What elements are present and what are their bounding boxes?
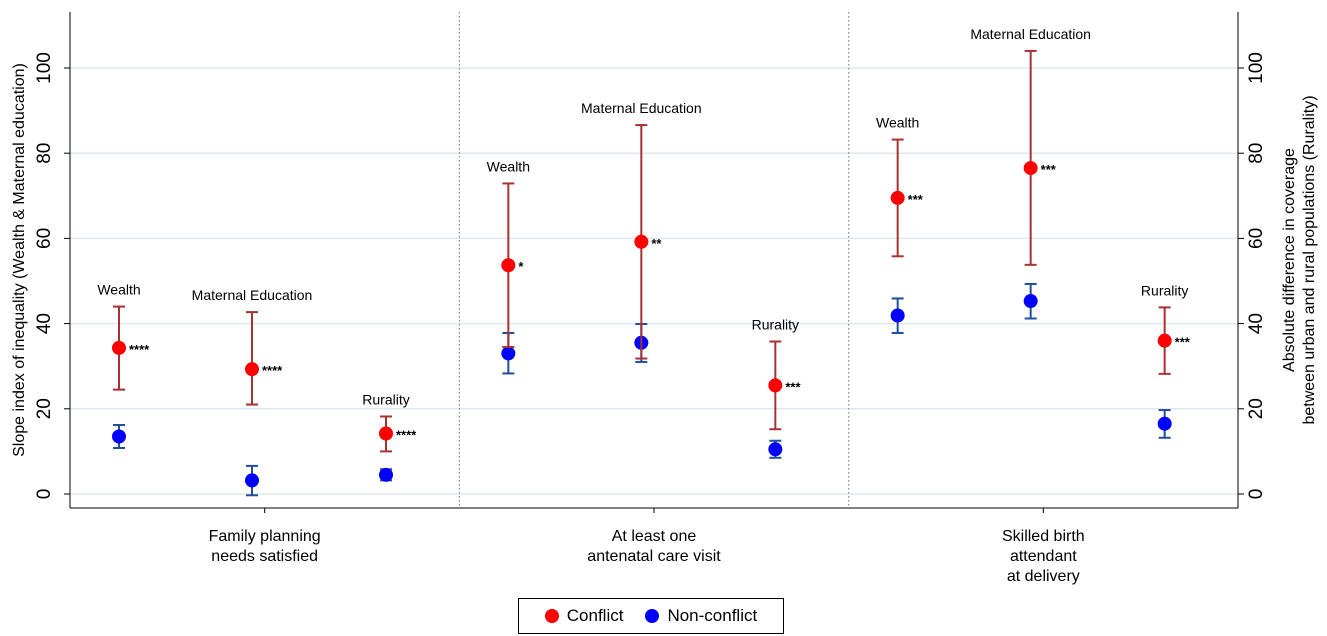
legend-item-non-conflict: Non-conflict [645,606,757,626]
significance-label: *** [1175,335,1191,350]
significance-label: **** [129,342,150,357]
y-tick-label-left: 0 [34,489,55,500]
conflict-point [1023,161,1038,176]
y-tick-label-right: 20 [1246,398,1267,419]
indicator-label: Maternal Education [970,26,1091,42]
y-tick-label-right: 60 [1246,228,1267,249]
significance-label: ** [651,236,662,251]
y-tick-label-right: 100 [1246,52,1267,84]
non-conflict-point [1023,294,1038,309]
indicator-label: Wealth [487,158,530,174]
y-tick-label-left: 40 [34,313,55,334]
y-tick-label-left: 60 [34,228,55,249]
non-conflict-point [112,429,126,444]
significance-label: * [518,259,524,274]
conflict-point [245,362,259,377]
indicator-label: Rurality [1141,282,1188,298]
x-category-label: Skilled birth [1002,528,1085,545]
indicator-label: Wealth [97,282,140,298]
y-axis-title-left: Slope index of inequality (Wealth & Mate… [11,63,28,457]
y-tick-label-right: 0 [1246,489,1267,500]
legend-marker-conflict [544,609,559,623]
legend-item-conflict: Conflict [544,606,624,626]
conflict-point [379,426,393,441]
y-tick-label-right: 80 [1246,143,1267,164]
non-conflict-point [245,473,259,488]
x-category-label: At least one [612,528,697,545]
conflict-point [112,340,126,355]
y-axis-title-right-line2: between urban and rural populations (Rur… [1301,95,1318,424]
conflict-point [1157,333,1172,348]
indicator-label: Maternal Education [581,100,702,116]
significance-label: **** [396,428,417,443]
indicator-label: Rurality [362,391,409,407]
x-category-label: at delivery [1007,568,1080,585]
conflict-point [634,234,649,249]
legend-marker-non-conflict [645,609,660,623]
x-category-label: Family planning [209,528,321,545]
indicator-label: Maternal Education [192,287,313,303]
significance-label: *** [1041,162,1057,177]
non-conflict-point [501,346,516,361]
non-conflict-point [890,308,905,323]
conflict-point [501,258,516,273]
x-category-label: antenatal care visit [587,548,721,565]
y-tick-label-right: 40 [1246,313,1267,334]
significance-label: *** [785,379,801,394]
significance-label: **** [262,363,283,378]
x-category-label: needs satisfied [211,548,318,565]
y-tick-label-left: 100 [34,52,55,84]
legend: Conflict Non-conflict [518,598,784,634]
non-conflict-point [379,467,393,482]
conflict-point [890,190,905,205]
y-tick-label-left: 80 [34,143,55,164]
y-tick-label-left: 20 [34,398,55,419]
legend-label-non-conflict: Non-conflict [667,606,758,625]
non-conflict-point [768,442,783,457]
non-conflict-point [1157,416,1172,431]
indicator-label: Rurality [752,316,799,332]
y-axis-title-right-line1: Absolute difference in coverage [1281,148,1298,372]
legend-label-conflict: Conflict [566,606,624,625]
significance-label: *** [908,192,924,207]
conflict-point [768,378,783,393]
x-category-label: attendant [1010,548,1077,565]
indicator-label: Wealth [876,115,919,131]
